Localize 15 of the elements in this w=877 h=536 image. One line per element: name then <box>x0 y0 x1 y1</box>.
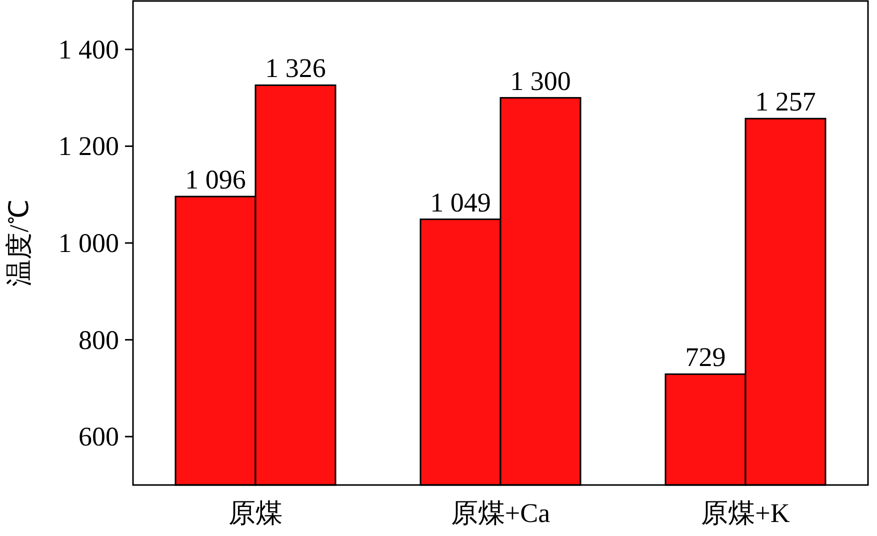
y-tick-label: 1 000 <box>58 228 119 258</box>
x-tick-label: 原煤+Ca <box>450 498 550 528</box>
y-tick-label: 1 400 <box>58 34 119 64</box>
data-label: 1 096 <box>185 164 246 195</box>
data-label: 1 300 <box>510 66 571 96</box>
x-tick-label: 原煤+K <box>701 498 790 528</box>
data-label: 1 257 <box>755 86 816 117</box>
y-tick-label: 600 <box>78 422 119 452</box>
y-axis-title: 温度/℃ <box>4 200 34 286</box>
y-tick-label: 800 <box>78 324 119 355</box>
data-label: 1 049 <box>430 187 491 218</box>
y-tick-label: 1 200 <box>58 131 119 162</box>
x-tick-label: 原煤 <box>228 498 282 528</box>
data-label: 1 326 <box>265 53 326 84</box>
data-label: 729 <box>685 342 726 372</box>
